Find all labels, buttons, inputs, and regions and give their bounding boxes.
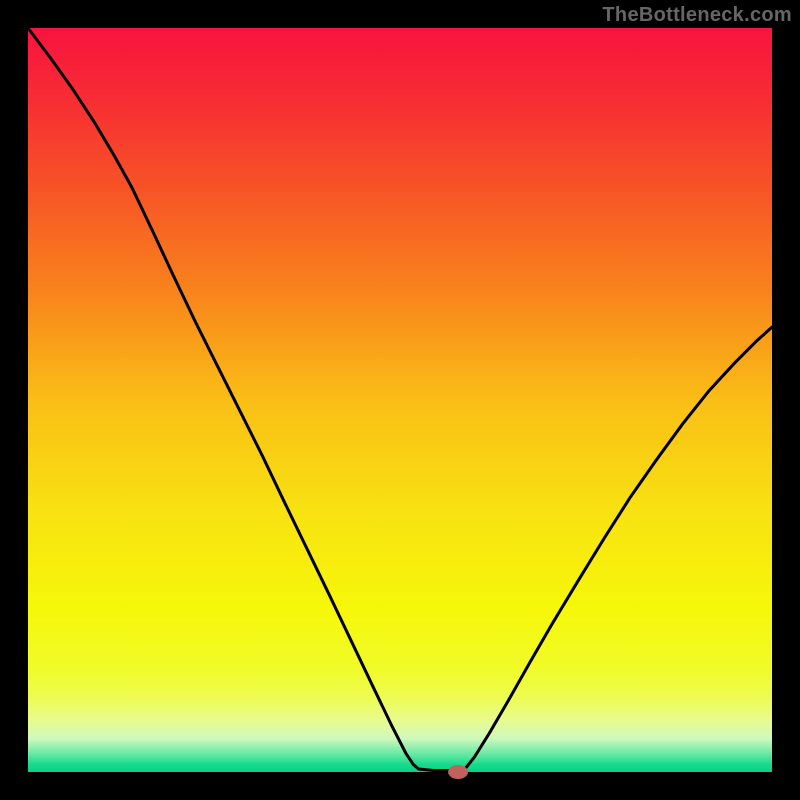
minimum-marker — [448, 765, 468, 779]
plot-background — [28, 28, 772, 772]
bottleneck-chart — [0, 0, 800, 800]
watermark-text: TheBottleneck.com — [602, 4, 792, 27]
